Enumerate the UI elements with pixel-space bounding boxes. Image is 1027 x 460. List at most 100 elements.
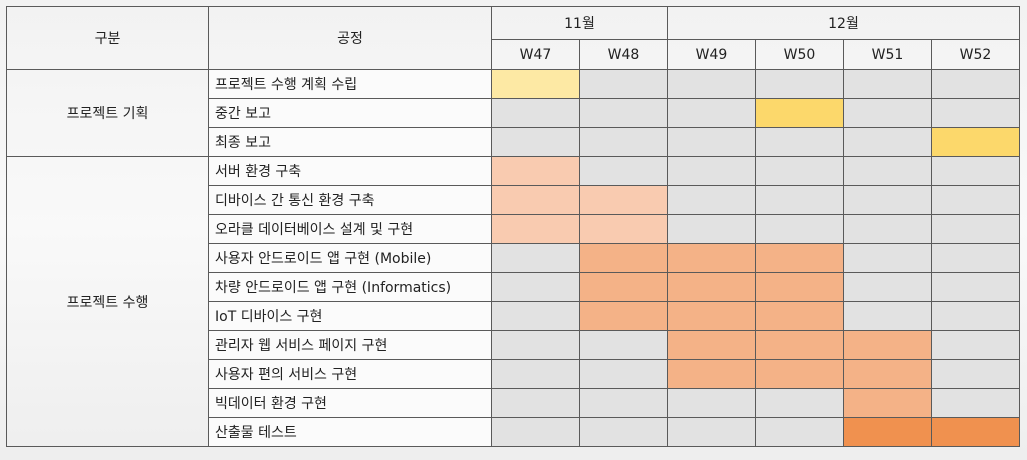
task-label: 사용자 편의 서비스 구현 [208,359,492,389]
schedule-empty-cell [931,388,1020,418]
header-month-dec: 12월 [667,6,1020,40]
schedule-empty-cell [931,243,1020,273]
task-label: 서버 환경 구축 [208,156,492,186]
schedule-bar-cell [843,330,932,360]
schedule-empty-cell [843,301,932,331]
schedule-empty-cell [931,98,1020,128]
schedule-bar-cell [843,388,932,418]
schedule-bar-cell [579,272,668,302]
schedule-empty-cell [491,272,580,302]
schedule-empty-cell [843,98,932,128]
header-process: 공정 [208,6,492,70]
table-row: 사용자 안드로이드 앱 구현 (Mobile) [7,243,1020,273]
schedule-bar-cell [931,127,1020,157]
schedule-empty-cell [843,214,932,244]
schedule-empty-cell [579,388,668,418]
table-row: 디바이스 간 통신 환경 구축 [7,185,1020,215]
task-label: 프로젝트 수행 계획 수립 [208,69,492,99]
task-label: 관리자 웹 서비스 페이지 구현 [208,330,492,360]
schedule-empty-cell [491,98,580,128]
schedule-bar-cell [491,185,580,215]
schedule-empty-cell [843,69,932,99]
schedule-empty-cell [667,98,756,128]
schedule-bar-cell [667,301,756,331]
schedule-bar-cell [579,243,668,273]
schedule-bar-cell [667,359,756,389]
schedule-bar-cell [491,69,580,99]
header-week: W51 [843,39,932,70]
schedule-empty-cell [491,417,580,447]
schedule-empty-cell [931,69,1020,99]
header-month-nov: 11월 [491,6,668,40]
task-label: 최종 보고 [208,127,492,157]
schedule-bar-cell [579,214,668,244]
task-label: 빅데이터 환경 구현 [208,388,492,418]
task-label: 사용자 안드로이드 앱 구현 (Mobile) [208,243,492,273]
schedule-empty-cell [579,98,668,128]
schedule-empty-cell [755,185,844,215]
schedule-empty-cell [579,69,668,99]
table-row: 중간 보고 [7,98,1020,128]
schedule-bar-cell [667,243,756,273]
header-category: 구분 [6,6,209,70]
schedule-bar-cell [755,98,844,128]
schedule-empty-cell [579,417,668,447]
table-row: 관리자 웹 서비스 페이지 구현 [7,330,1020,360]
task-label: 오라클 데이터베이스 설계 및 구현 [208,214,492,244]
task-label: 차량 안드로이드 앱 구현 (Informatics) [208,272,492,302]
schedule-empty-cell [755,417,844,447]
schedule-empty-cell [667,69,756,99]
schedule-empty-cell [843,272,932,302]
header-week: W50 [755,39,844,70]
table-row: IoT 디바이스 구현 [7,301,1020,331]
schedule-empty-cell [931,185,1020,215]
table-row: 최종 보고 [7,127,1020,157]
schedule-bar-cell [491,214,580,244]
header-week: W47 [491,39,580,70]
task-label: 중간 보고 [208,98,492,128]
schedule-empty-cell [755,69,844,99]
schedule-bar-cell [667,272,756,302]
schedule-bar-cell [931,417,1020,447]
schedule-empty-cell [491,388,580,418]
group-label: 프로젝트 수행 [6,156,209,447]
schedule-empty-cell [667,185,756,215]
schedule-empty-cell [491,359,580,389]
task-label: 산출물 테스트 [208,417,492,447]
schedule-empty-cell [755,214,844,244]
table-row: 프로젝트 수행 서버 환경 구축 [6,156,1020,447]
table-row: 빅데이터 환경 구현 [7,388,1020,418]
task-rows: 프로젝트 기획 프로젝트 수행 계획 수립 중간 보고 최종 보고 프로젝트 수행 서버 … [6,69,1020,447]
schedule-empty-cell [931,156,1020,186]
schedule-empty-cell [667,388,756,418]
schedule-empty-cell [491,330,580,360]
schedule-empty-cell [755,388,844,418]
table-row: 오라클 데이터베이스 설계 및 구현 [7,214,1020,244]
schedule-empty-cell [667,417,756,447]
schedule-empty-cell [579,359,668,389]
schedule-empty-cell [931,301,1020,331]
header-week: W49 [667,39,756,70]
schedule-empty-cell [843,156,932,186]
group-label: 프로젝트 기획 [6,69,209,157]
schedule-empty-cell [579,156,668,186]
schedule-empty-cell [843,127,932,157]
schedule-bar-cell [579,185,668,215]
schedule-empty-cell [843,185,932,215]
schedule-empty-cell [491,127,580,157]
schedule-bar-cell [579,301,668,331]
schedule-bar-cell [755,359,844,389]
schedule-table: 구분 공정 11월 12월 W47 W48 W49 W50 W51 W52 프로… [6,6,1020,447]
schedule-empty-cell [667,214,756,244]
schedule-empty-cell [491,301,580,331]
task-label: 디바이스 간 통신 환경 구축 [208,185,492,215]
schedule-empty-cell [491,243,580,273]
task-label: IoT 디바이스 구현 [208,301,492,331]
schedule-empty-cell [755,127,844,157]
schedule-empty-cell [755,156,844,186]
header-week: W52 [931,39,1020,70]
table-row: 사용자 편의 서비스 구현 [7,359,1020,389]
schedule-bar-cell [843,359,932,389]
schedule-empty-cell [843,243,932,273]
